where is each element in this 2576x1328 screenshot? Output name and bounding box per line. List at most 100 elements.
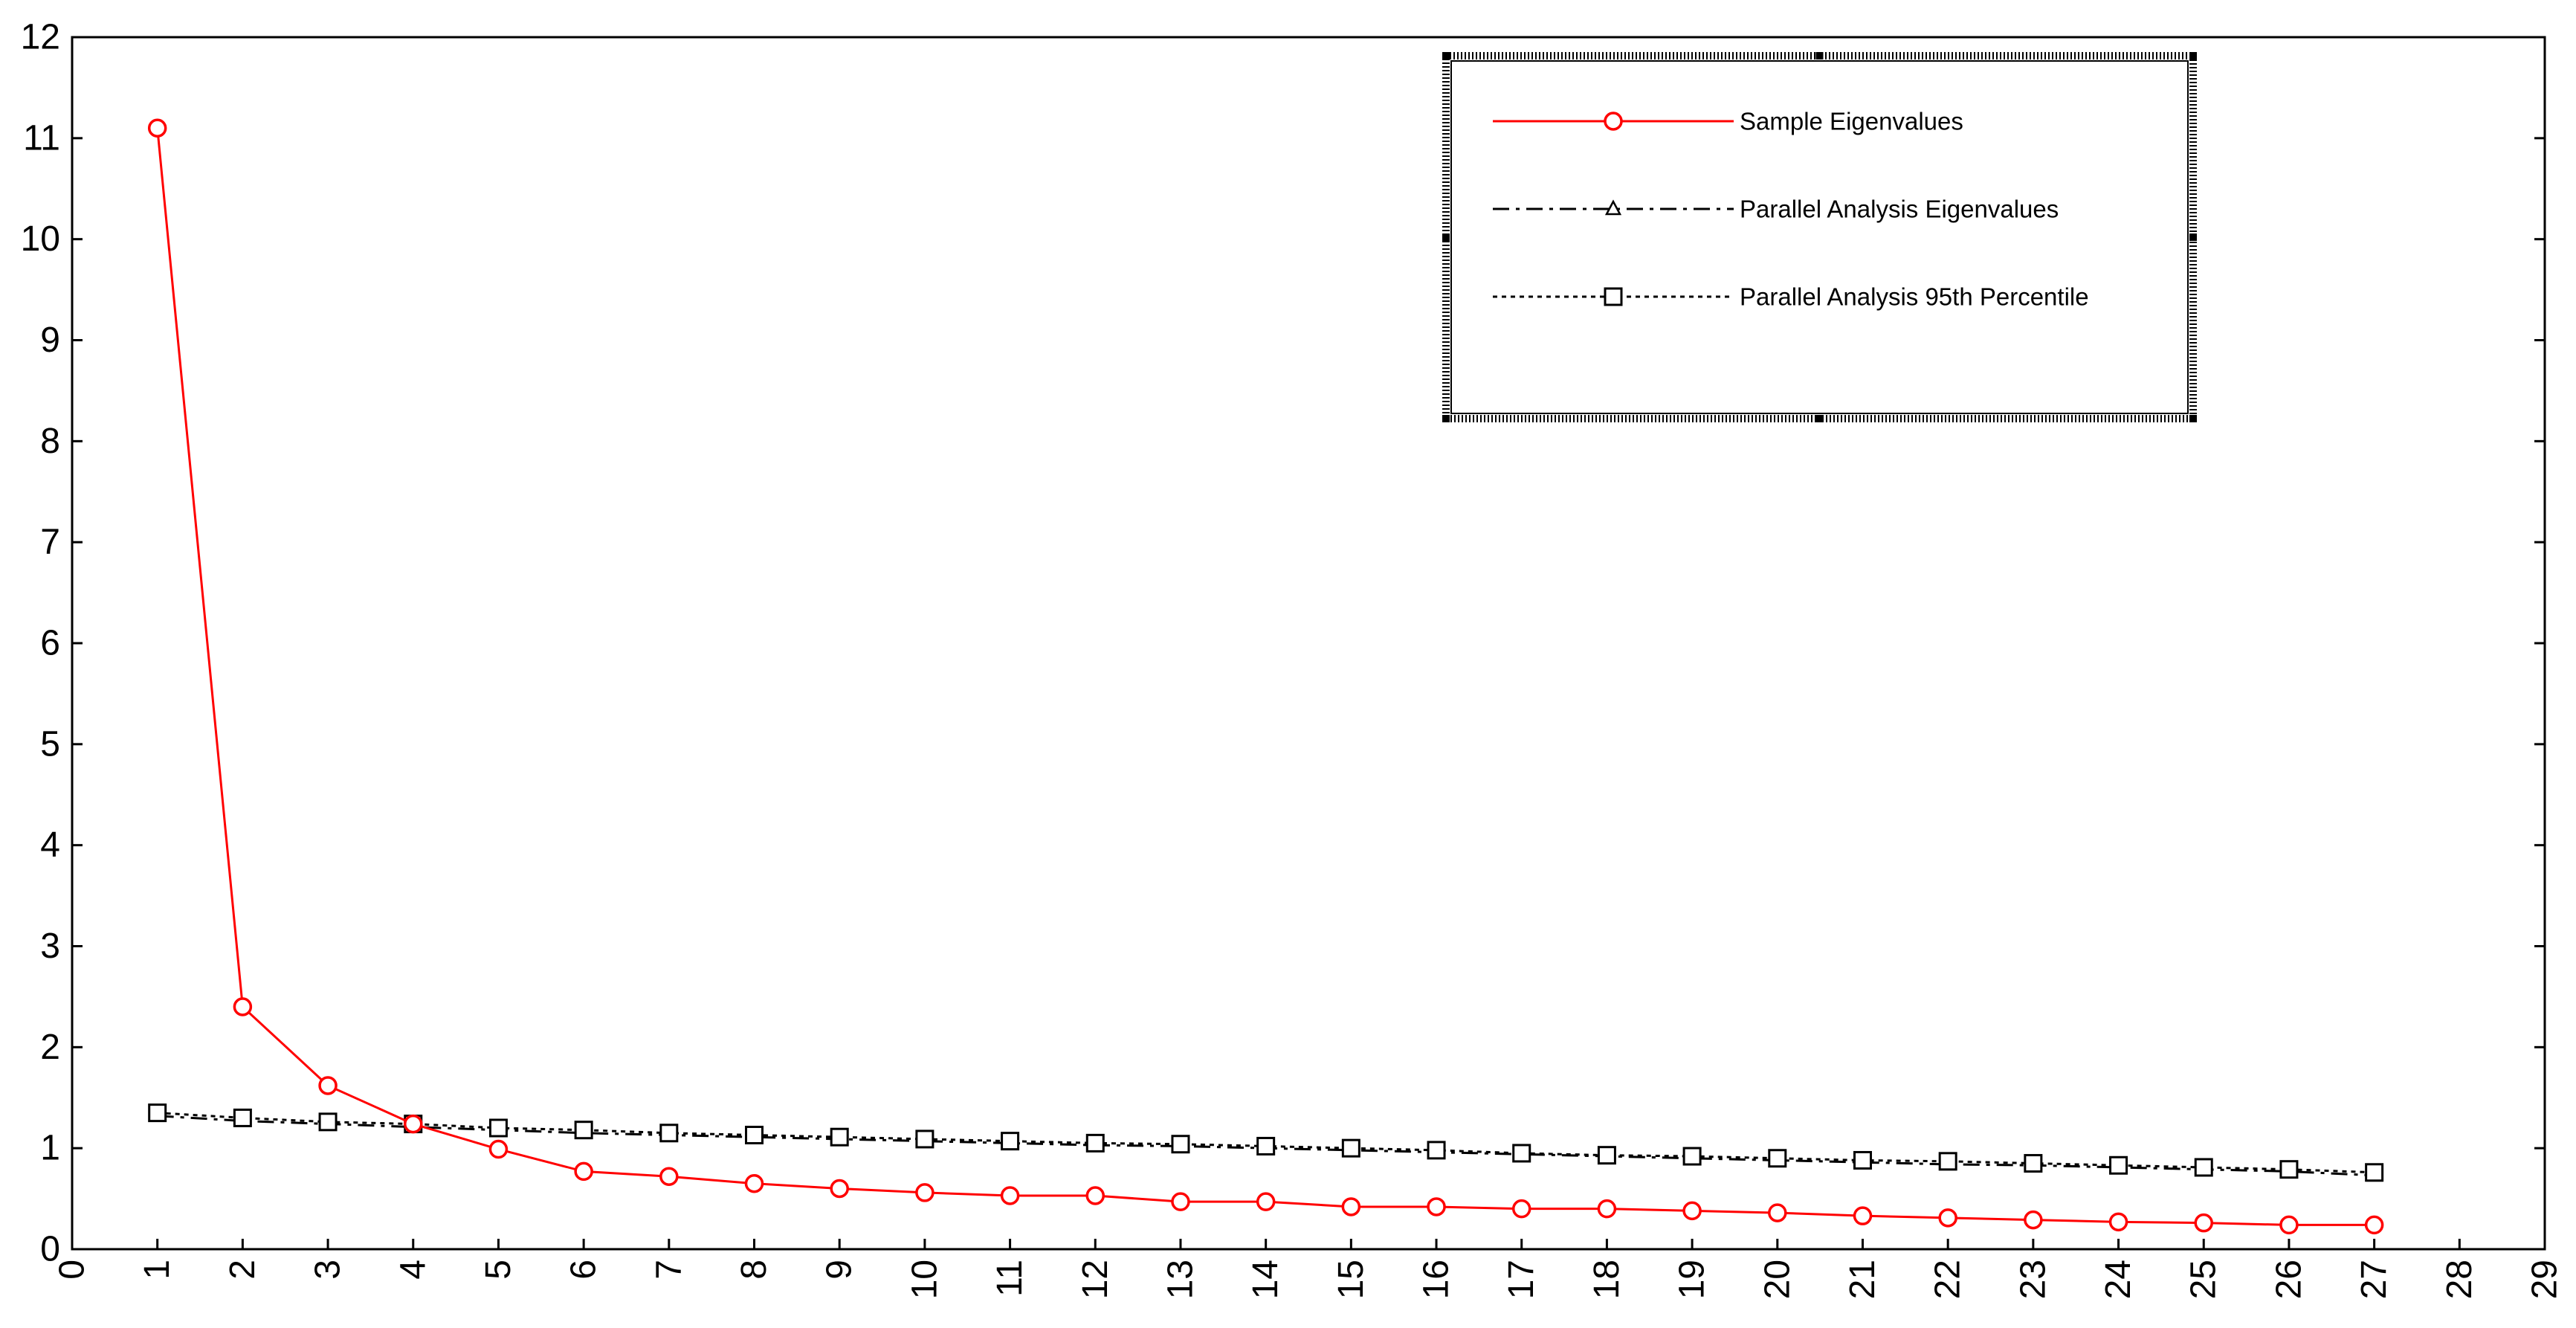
data-point: [745, 1126, 764, 1145]
legend-label: Sample Eigenvalues: [1740, 108, 1963, 135]
data-point: [915, 1129, 934, 1149]
data-point: [1853, 1206, 1873, 1225]
data-point: [2024, 1154, 2043, 1173]
data-point: [1853, 1150, 1872, 1170]
data-point: [659, 1124, 679, 1143]
x-tick-label: 19: [1673, 1260, 1712, 1299]
data-point: [915, 1183, 934, 1202]
x-tick-label: 20: [1757, 1260, 1797, 1299]
x-tick-label: 3: [309, 1260, 348, 1280]
series-layer: [147, 118, 2384, 1235]
x-tick-label: 10: [905, 1260, 944, 1299]
data-point: [2109, 1155, 2128, 1175]
data-point: [2108, 1212, 2128, 1232]
x-tick-label: 16: [1417, 1260, 1456, 1299]
x-tick-label: 29: [2525, 1260, 2565, 1299]
data-point: [2364, 1215, 2384, 1235]
data-point: [2279, 1160, 2299, 1179]
legend-label: Parallel Analysis Eigenvalues: [1740, 196, 2059, 223]
x-tick-label: 1: [138, 1260, 177, 1280]
data-point: [830, 1179, 849, 1199]
y-tick-label: 3: [40, 926, 60, 966]
data-point: [233, 1108, 252, 1127]
x-tick-label: 5: [479, 1260, 518, 1280]
data-point: [1597, 1199, 1617, 1219]
legend-handle: [2189, 233, 2197, 241]
data-point: [1427, 1141, 1446, 1160]
data-point: [1512, 1144, 1531, 1163]
x-tick-label: 0: [53, 1260, 92, 1280]
x-tick-label: 2: [223, 1260, 262, 1280]
data-point: [1768, 1203, 1787, 1222]
y-tick-label: 11: [23, 118, 60, 158]
data-point: [1511, 1199, 1531, 1219]
data-point: [574, 1121, 593, 1140]
legend-handle: [1442, 415, 1450, 422]
x-tick-label: 14: [1246, 1260, 1285, 1299]
x-tick-label: 27: [2354, 1260, 2394, 1299]
y-tick-label: 7: [40, 523, 60, 562]
legend-handle: [1442, 52, 1450, 59]
data-point: [1085, 1186, 1105, 1205]
data-point: [233, 997, 253, 1016]
legend: Sample Eigenvalues Parallel Analysis Eige…: [1442, 52, 2197, 422]
legend-handle: [1815, 415, 1824, 422]
x-tick-label: 22: [1928, 1260, 1968, 1299]
data-point: [1256, 1136, 1276, 1155]
y-tick-label: 2: [40, 1028, 60, 1067]
x-tick-label: 21: [1843, 1260, 1882, 1299]
data-point: [2194, 1158, 2213, 1177]
x-tick-label: 18: [1587, 1260, 1627, 1299]
y-tick-label: 6: [40, 624, 60, 663]
x-tick-label: 9: [820, 1260, 859, 1280]
x-tick-label: 26: [2269, 1260, 2308, 1299]
data-point: [1000, 1186, 1020, 1205]
y-tick-label: 4: [40, 825, 60, 865]
data-point: [1341, 1138, 1360, 1158]
x-tick-label: 23: [2013, 1260, 2053, 1299]
data-point: [1597, 1146, 1616, 1165]
x-tick-label: 24: [2099, 1260, 2138, 1299]
data-point: [830, 1127, 849, 1147]
y-tick-label: 10: [21, 219, 60, 259]
x-tick-label: 28: [2440, 1260, 2479, 1299]
data-point: [147, 118, 167, 138]
data-point: [1682, 1201, 1702, 1221]
legend-handle: [2189, 415, 2197, 422]
x-tick-label: 15: [1331, 1260, 1371, 1299]
data-point: [1085, 1133, 1105, 1153]
data-point: [488, 1118, 508, 1138]
legend-marker: [1604, 112, 1623, 131]
x-tick-label: 11: [990, 1260, 1030, 1297]
data-point: [488, 1139, 509, 1159]
series-parallel-analysis-95th-percentile: [148, 1103, 2384, 1182]
data-point: [2024, 1210, 2043, 1230]
data-point: [1341, 1197, 1361, 1216]
x-tick-label: 8: [735, 1260, 774, 1280]
legend-marker: [1604, 199, 1622, 216]
data-point: [1427, 1197, 1446, 1216]
series-sample-eigenvalues: [147, 118, 2384, 1235]
data-point: [318, 1112, 338, 1132]
data-point: [1001, 1132, 1020, 1151]
data-point: [1938, 1152, 1957, 1171]
data-point: [1171, 1135, 1190, 1154]
data-point: [1768, 1149, 1787, 1168]
y-tick-label: 5: [40, 724, 60, 764]
y-tick-label: 0: [40, 1230, 60, 1269]
legend-label: Parallel Analysis 95th Percentile: [1740, 283, 2089, 311]
data-point: [2279, 1215, 2299, 1235]
data-point: [1171, 1192, 1190, 1211]
data-point: [318, 1076, 338, 1095]
data-point: [404, 1114, 423, 1134]
legend-marker: [1604, 287, 1623, 306]
data-point: [148, 1103, 167, 1123]
y-tick-label: 1: [40, 1129, 60, 1168]
data-point: [2194, 1213, 2213, 1233]
legend-box: [1450, 60, 2189, 414]
data-point: [1938, 1208, 1957, 1228]
data-point: [659, 1167, 679, 1186]
